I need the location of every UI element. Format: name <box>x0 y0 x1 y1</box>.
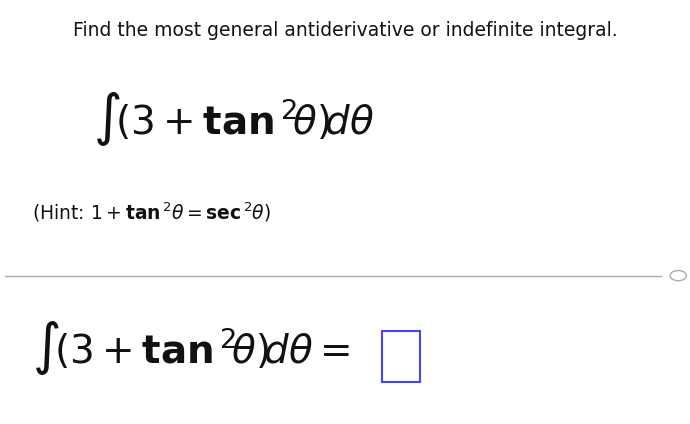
Text: $\int\!\left(3 + \mathbf{tan}^{\,2}\!\theta\right)\!d\theta = $: $\int\!\left(3 + \mathbf{tan}^{\,2}\!\th… <box>32 319 351 377</box>
FancyBboxPatch shape <box>382 331 420 382</box>
Text: (Hint: $1 + \mathbf{tan}^{\,2}\theta = \mathbf{sec}^{\,2}\theta$): (Hint: $1 + \mathbf{tan}^{\,2}\theta = \… <box>32 200 271 224</box>
Text: Find the most general antiderivative or indefinite integral.: Find the most general antiderivative or … <box>72 21 618 40</box>
Text: $\int\!\left(3 + \mathbf{tan}^{\,2}\!\theta\right)\!d\theta$: $\int\!\left(3 + \mathbf{tan}^{\,2}\!\th… <box>93 90 375 148</box>
